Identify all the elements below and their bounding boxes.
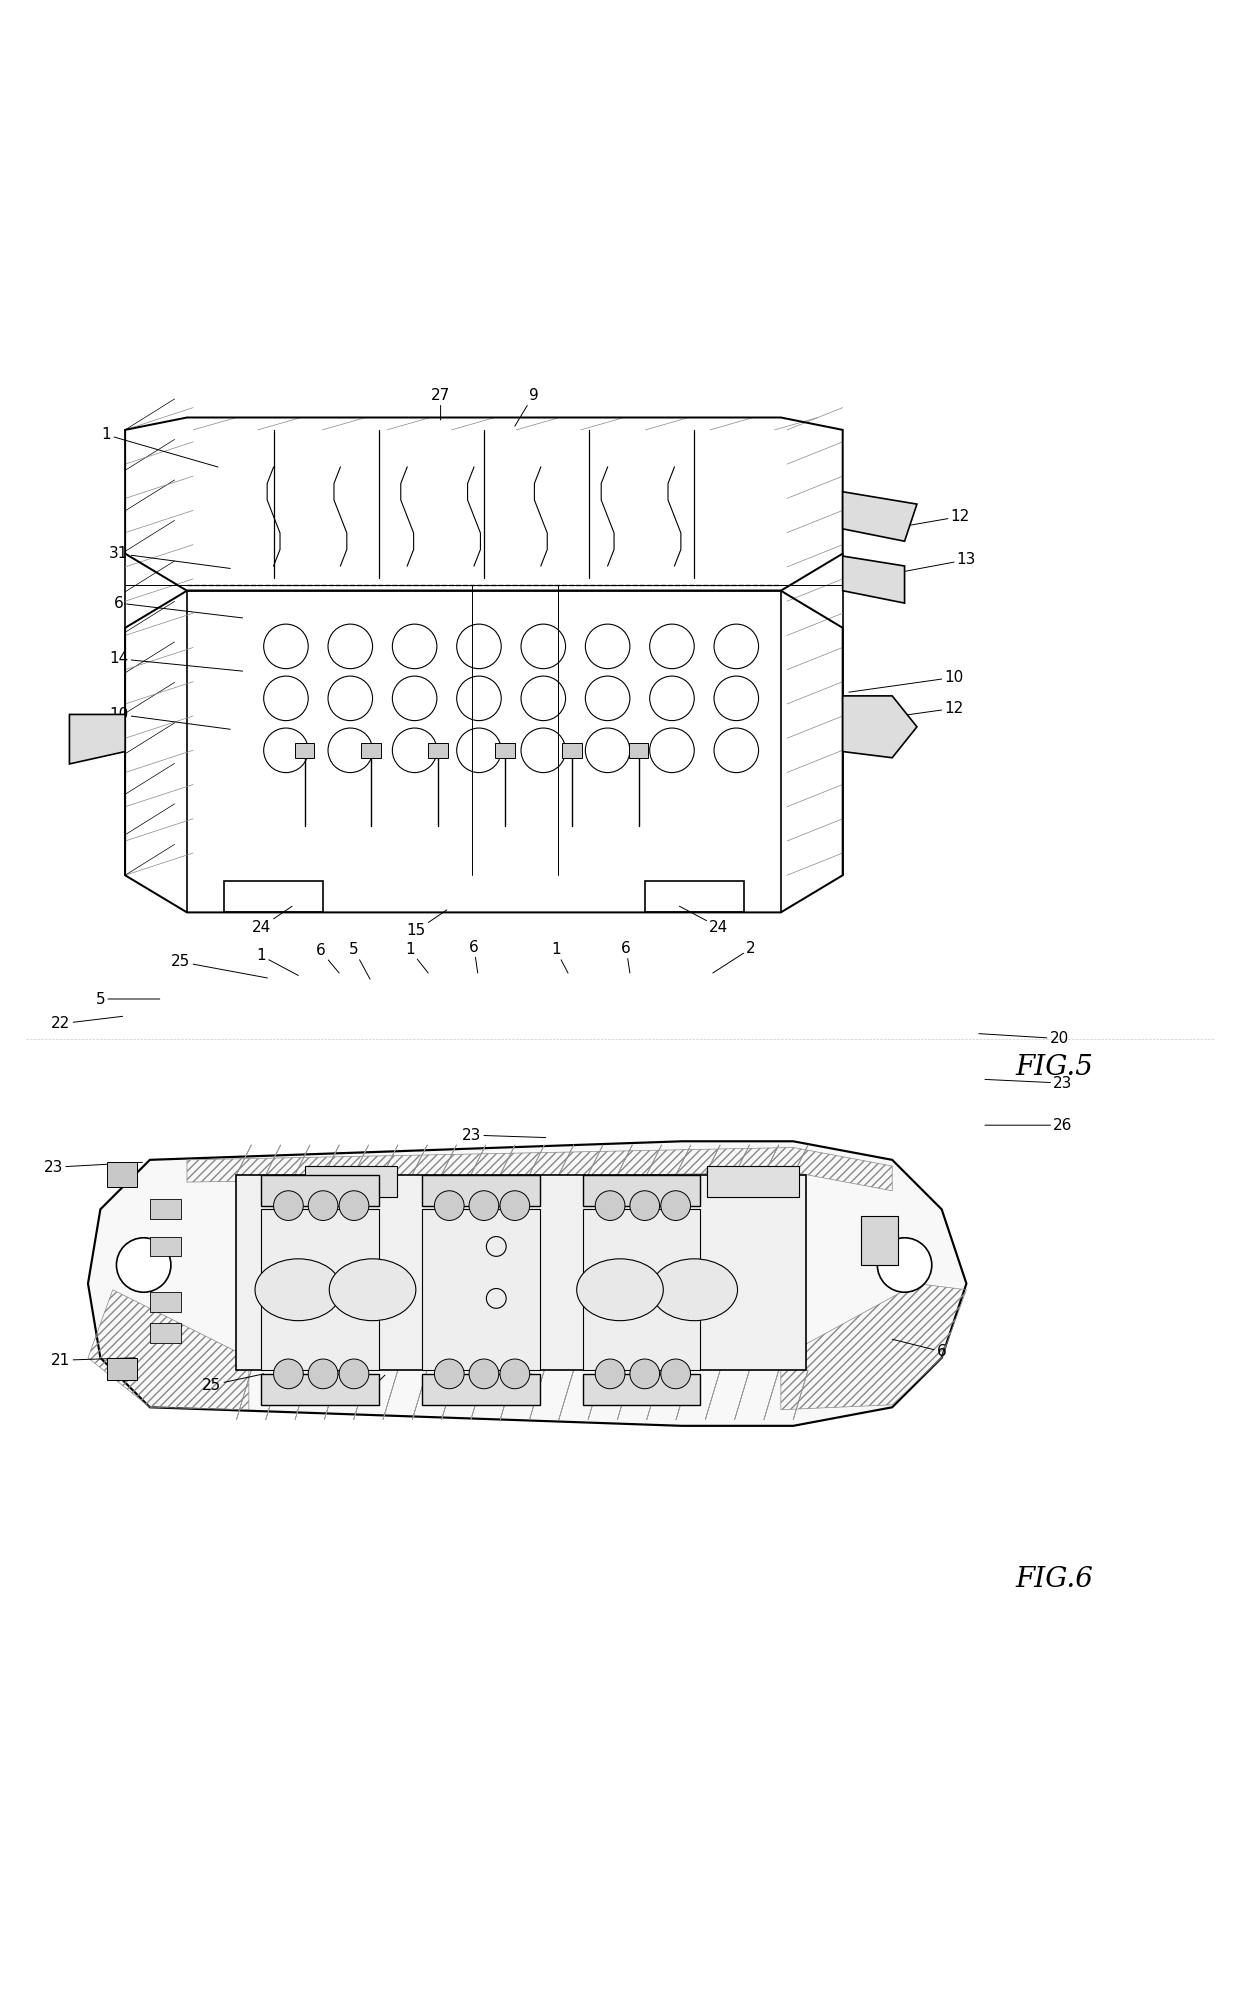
Text: 10: 10	[849, 669, 963, 691]
Circle shape	[661, 1191, 691, 1221]
Bar	[150, 1323, 181, 1343]
Circle shape	[274, 1191, 304, 1221]
Circle shape	[309, 1191, 339, 1221]
Circle shape	[469, 1191, 498, 1221]
Ellipse shape	[255, 1259, 342, 1321]
Bar	[422, 1209, 539, 1371]
Circle shape	[309, 1359, 339, 1389]
Text: 1: 1	[257, 949, 299, 975]
Bar	[150, 1237, 181, 1257]
Ellipse shape	[330, 1259, 415, 1321]
Bar	[224, 881, 324, 913]
Text: 24: 24	[680, 907, 729, 935]
Bar	[295, 743, 315, 757]
Text: FIG.6: FIG.6	[1016, 1566, 1094, 1592]
Polygon shape	[88, 1141, 966, 1427]
Circle shape	[500, 1359, 529, 1389]
Text: FIG.5: FIG.5	[1016, 1053, 1094, 1081]
Ellipse shape	[577, 1259, 663, 1321]
Bar	[562, 743, 582, 757]
Polygon shape	[237, 1175, 806, 1371]
Circle shape	[117, 1239, 171, 1293]
Circle shape	[595, 1359, 625, 1389]
Text: 23: 23	[461, 1127, 546, 1143]
Text: 6: 6	[433, 1375, 444, 1401]
Circle shape	[340, 1191, 368, 1221]
Text: 1: 1	[404, 941, 428, 973]
Text: 6: 6	[267, 1375, 304, 1395]
Bar	[150, 1293, 181, 1313]
Ellipse shape	[651, 1259, 738, 1321]
Text: 1: 1	[551, 941, 568, 973]
Text: 1: 1	[363, 1375, 384, 1401]
Text: 12: 12	[868, 509, 970, 533]
Circle shape	[630, 1359, 660, 1389]
Text: 15: 15	[407, 909, 446, 939]
Bar	[707, 1167, 800, 1197]
Text: 6: 6	[316, 943, 340, 973]
Bar	[262, 1175, 378, 1205]
Circle shape	[630, 1191, 660, 1221]
Text: 9: 9	[515, 388, 538, 426]
Text: 6: 6	[114, 595, 243, 617]
Text: 10: 10	[109, 707, 231, 729]
Bar	[583, 1375, 701, 1405]
Circle shape	[595, 1191, 625, 1221]
Bar	[862, 1215, 898, 1265]
Text: 27: 27	[432, 388, 450, 420]
Circle shape	[878, 1239, 931, 1293]
Text: 25: 25	[171, 955, 268, 977]
Bar	[645, 881, 744, 913]
Circle shape	[500, 1191, 529, 1221]
Text: 25: 25	[521, 1375, 541, 1393]
Bar	[107, 1163, 138, 1187]
Text: 12: 12	[849, 701, 963, 723]
Bar	[262, 1375, 378, 1405]
Text: 31: 31	[109, 545, 231, 569]
Bar	[428, 743, 448, 757]
Text: 5: 5	[95, 991, 160, 1007]
Text: 1: 1	[102, 428, 218, 468]
Bar	[422, 1375, 539, 1405]
Polygon shape	[843, 555, 904, 603]
Bar	[107, 1359, 138, 1381]
Text: 6: 6	[469, 939, 479, 973]
Circle shape	[434, 1191, 464, 1221]
Circle shape	[661, 1359, 691, 1389]
Text: 23: 23	[43, 1159, 143, 1175]
Bar	[150, 1199, 181, 1219]
Text: 26: 26	[985, 1117, 1073, 1133]
Text: 22: 22	[51, 1017, 123, 1031]
Circle shape	[434, 1359, 464, 1389]
Text: 21: 21	[51, 1353, 135, 1369]
Text: 20: 20	[978, 1031, 1069, 1047]
Text: 13: 13	[868, 551, 976, 577]
Text: 6: 6	[621, 941, 631, 973]
Bar	[361, 743, 381, 757]
Text: 6: 6	[893, 1339, 946, 1359]
Circle shape	[340, 1359, 368, 1389]
Bar	[629, 743, 649, 757]
Text: 1: 1	[642, 1369, 660, 1387]
Polygon shape	[843, 695, 916, 757]
Bar	[495, 743, 515, 757]
Text: 5: 5	[350, 941, 370, 979]
Circle shape	[274, 1359, 304, 1389]
Circle shape	[469, 1359, 498, 1389]
Bar	[583, 1175, 701, 1205]
Polygon shape	[69, 715, 125, 763]
Bar	[583, 1209, 701, 1371]
Bar	[262, 1209, 378, 1371]
Polygon shape	[843, 492, 916, 541]
Text: 25: 25	[202, 1375, 264, 1393]
Text: 2: 2	[713, 941, 756, 973]
Bar	[305, 1167, 397, 1197]
Text: 23: 23	[985, 1075, 1073, 1091]
Text: 24: 24	[252, 907, 293, 935]
Text: 14: 14	[109, 651, 243, 671]
Bar	[422, 1175, 539, 1205]
